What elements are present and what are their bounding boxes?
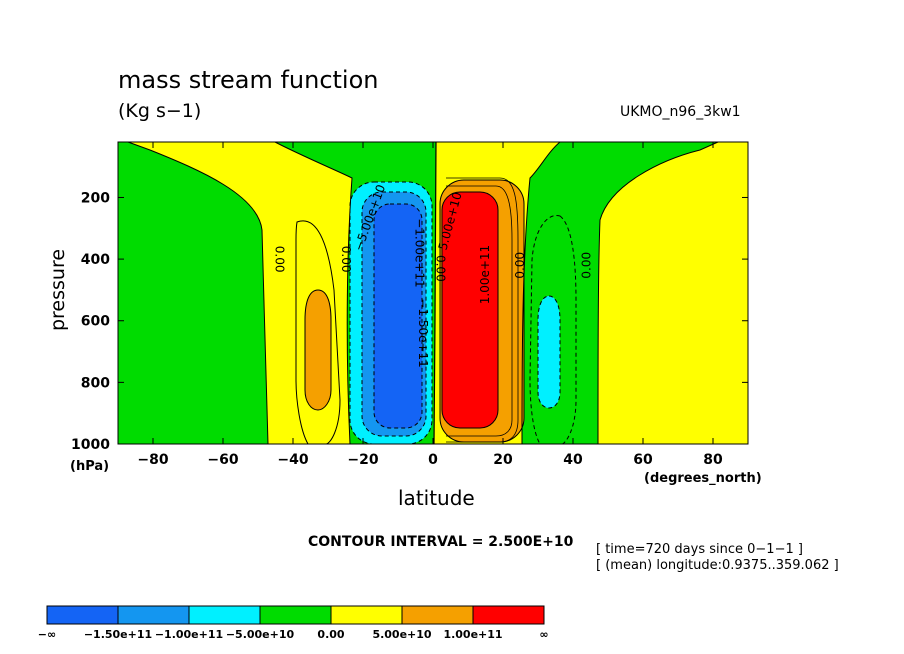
y-tick-label: 600 — [81, 314, 110, 330]
contour-label: 0.00 — [434, 255, 448, 282]
x-tick-label: −40 — [277, 452, 308, 468]
colorbar-swatch — [330, 605, 403, 625]
y-tick-label: 200 — [81, 190, 110, 206]
contour-label: 0.00 — [339, 246, 353, 273]
colorbar-label: 0.00 — [317, 628, 344, 641]
contour-line-zero-equator — [433, 141, 437, 445]
colorbar-label: −1.50e+11 — [84, 628, 152, 641]
chart-title: mass stream function — [118, 66, 379, 94]
contour-label: −1.00e+11 — [413, 218, 427, 287]
time-info: [ time=720 days since 0−1−1 ] — [596, 542, 803, 557]
x-tick-label: 60 — [633, 452, 653, 468]
colorbar-swatch — [188, 605, 261, 625]
contour-line-south-1 — [127, 141, 269, 445]
contour-interval: CONTOUR INTERVAL = 2.500E+10 — [308, 534, 574, 550]
contour-line-north-1 — [597, 141, 719, 445]
x-tick-label: 40 — [563, 452, 583, 468]
x-tick-label: 0 — [428, 452, 438, 468]
x-axis: −80 −60 −40 −20 0 20 40 60 80 — [137, 142, 723, 468]
colorbar-swatch — [259, 605, 332, 625]
colorbar-label: 5.00e+10 — [372, 628, 431, 641]
contour-label: 0.00 — [273, 246, 287, 273]
colorbar-label: −∞ — [38, 628, 56, 641]
contour-line-pos-thin-2 — [446, 185, 513, 437]
field-green-south — [118, 142, 268, 444]
colorbar-label: ∞ — [539, 628, 548, 641]
contour-label: 0.00 — [513, 252, 527, 279]
contour-line-pos-thin-1 — [446, 177, 519, 443]
x-tick-label: −20 — [347, 452, 378, 468]
y-tick-label: 1000 — [71, 437, 110, 453]
contour-label: 0.00 — [580, 252, 594, 279]
contour-label: 1.00e+11 — [478, 245, 492, 304]
colorbar: −∞ −1.50e+11 −1.00e+11 −5.00e+10 0.00 5.00e+1… — [38, 605, 549, 641]
colorbar-swatch — [46, 605, 119, 625]
field-orange-south — [304, 289, 332, 411]
chart-units: (Kg s−1) — [118, 100, 202, 122]
x-tick-label: 80 — [703, 452, 723, 468]
colorbar-label: −1.00e+11 — [155, 628, 223, 641]
colorbar-swatch — [117, 605, 190, 625]
y-axis: 200 400 600 800 1000 — [71, 190, 748, 453]
field-green-tropic-north — [522, 142, 718, 444]
y-axis-unit: (hPa) — [70, 459, 110, 474]
colorbar-swatch — [401, 605, 474, 625]
contour-line-zero-right — [521, 141, 561, 445]
field-blue-hadley — [373, 203, 423, 429]
x-tick-label: 20 — [493, 452, 513, 468]
dataset-name: UKMO_n96_3kw1 — [620, 104, 741, 120]
x-tick-label: −80 — [137, 452, 168, 468]
x-axis-unit: (degrees_north) — [644, 471, 762, 486]
x-tick-label: −60 — [207, 452, 238, 468]
x-axis-label: latitude — [398, 486, 475, 510]
colorbar-label: −5.00e+10 — [226, 628, 295, 641]
plot-area — [118, 141, 748, 445]
y-tick-label: 800 — [81, 375, 110, 391]
contour-label: −1.50e+11 — [416, 298, 430, 367]
colorbar-swatch — [472, 605, 545, 625]
colorbar-label: 1.00e+11 — [443, 628, 502, 641]
longitude-info: [ (mean) longitude:0.9375..359.062 ] — [596, 558, 839, 573]
field-cyan-north — [537, 295, 561, 409]
contour-line-zero-left — [274, 141, 353, 445]
field-red-hadley — [441, 191, 499, 429]
y-tick-label: 400 — [81, 252, 110, 268]
